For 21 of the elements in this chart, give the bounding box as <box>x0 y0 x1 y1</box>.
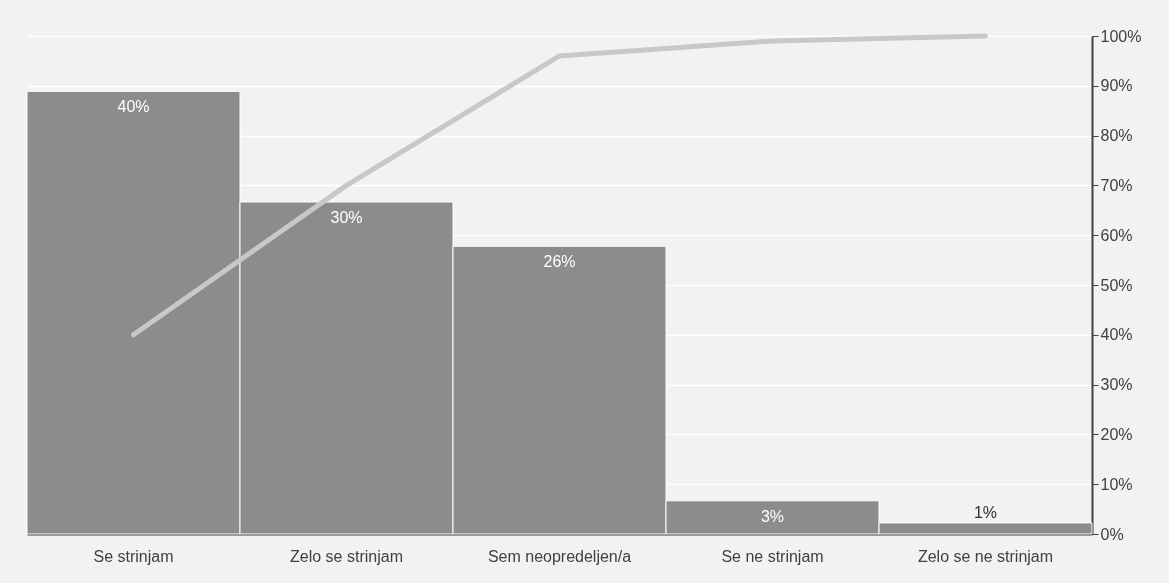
y2-tick-label: 20% <box>1100 425 1133 443</box>
data-label: 26% <box>543 253 576 271</box>
y2-tick-label: 10% <box>1100 475 1133 493</box>
x-tick-label: Sem neopredeljen/a <box>487 547 632 565</box>
y2-tick-label: 50% <box>1100 276 1133 294</box>
y2-tick-label: 100% <box>1100 27 1142 45</box>
x-tick-label: Se ne strinjam <box>721 547 824 565</box>
y2-tick-label: 80% <box>1100 127 1133 145</box>
data-label: 30% <box>330 209 363 226</box>
data-label: 40% <box>117 98 150 116</box>
y2-tick-label: 70% <box>1100 176 1133 194</box>
y2-tick-label: 60% <box>1100 226 1133 244</box>
x-tick-label: Se strinjam <box>93 547 174 565</box>
y2-tick-label: 40% <box>1100 326 1133 344</box>
y2-tick-label: 0% <box>1100 525 1124 543</box>
x-tick-label: Zelo se strinjam <box>290 547 403 565</box>
y2-tick-label: 90% <box>1100 77 1133 95</box>
x-tick-label: Zelo se ne strinjam <box>917 547 1054 565</box>
y2-tick-label: 30% <box>1100 376 1133 394</box>
data-label: 1% <box>973 503 998 521</box>
data-label: 3% <box>760 507 785 525</box>
